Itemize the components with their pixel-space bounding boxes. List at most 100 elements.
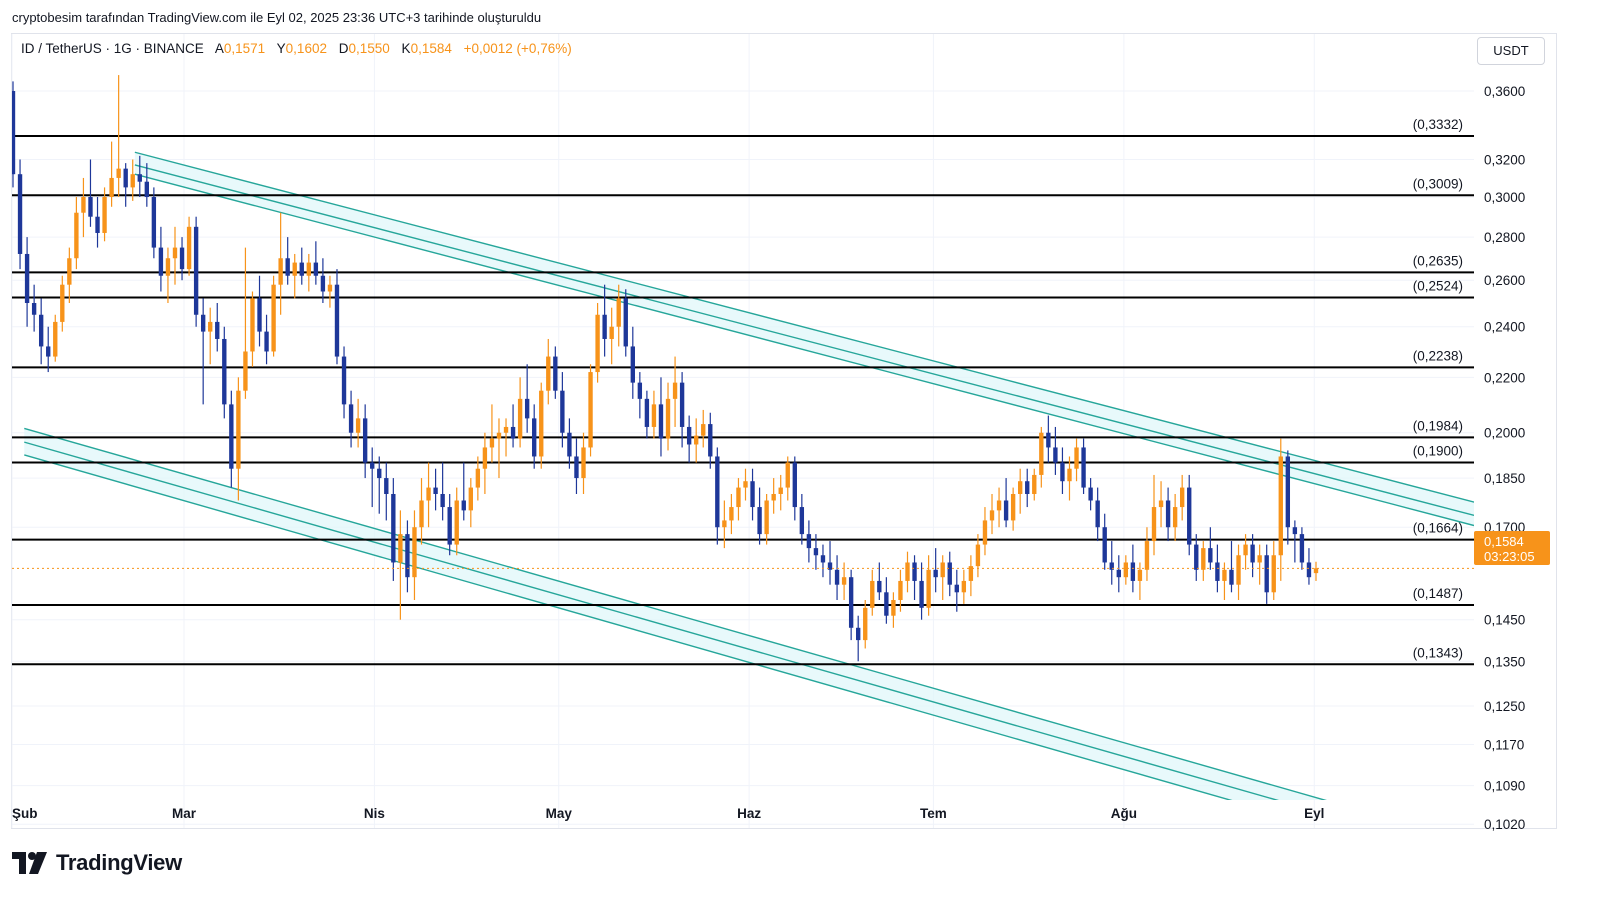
currency-button[interactable]: USDT (1477, 37, 1545, 65)
candle-body (257, 298, 262, 332)
candle-body (1257, 555, 1262, 563)
candle-body (975, 544, 981, 567)
candle-body (672, 382, 678, 399)
candle-body (722, 520, 727, 528)
candle-body (1208, 548, 1213, 563)
candle-body (947, 562, 952, 585)
candle-body (609, 326, 614, 339)
candle-body (1299, 534, 1305, 563)
candle-body (658, 404, 664, 439)
level-label: (0,3332) (1413, 117, 1463, 132)
y-tick-label: 0,1170 (1484, 737, 1524, 752)
candle-body (567, 432, 572, 457)
candle-body (785, 462, 790, 488)
level-label: (0,1487) (1413, 586, 1463, 601)
candle-body (806, 534, 812, 549)
candle-body (320, 275, 326, 292)
x-tick-label: Şub (12, 806, 38, 821)
price-tag-price: 0,1584 (1484, 534, 1524, 549)
candle-body (60, 284, 65, 322)
candle-body (574, 456, 579, 479)
candle-body (841, 577, 847, 585)
candle-body (560, 390, 565, 433)
candle-body (468, 487, 473, 511)
candle-body (377, 468, 382, 479)
price-tag-bg (1474, 531, 1550, 565)
candle-body (130, 174, 135, 188)
candle-body (799, 507, 805, 535)
x-tick-label: Haz (737, 806, 761, 821)
candle-body (517, 398, 523, 439)
candle-body (327, 284, 333, 292)
candle-body (968, 566, 974, 581)
y-tick-label: 0,3200 (1484, 152, 1525, 167)
candle-body (489, 438, 495, 448)
y-tick-label: 0,2600 (1484, 273, 1525, 288)
candle-body (123, 168, 128, 188)
candle-body (588, 372, 593, 448)
candle-body (524, 398, 530, 419)
tradingview-logo[interactable]: TradingView (12, 850, 182, 876)
channel-layer (24, 151, 1474, 800)
candle-body (1018, 481, 1023, 494)
price-tag-layer: 0,1584 03:23:05 (1474, 531, 1550, 565)
candle-body (384, 478, 389, 494)
level-label: (0,1900) (1413, 444, 1463, 459)
upper-channel-fill (134, 152, 1474, 526)
legend-close-value: 0,1584 (410, 41, 452, 56)
lower-channel-line (24, 454, 1233, 800)
candle-body (31, 303, 37, 315)
candle-body (496, 432, 502, 439)
candle-body (651, 404, 657, 427)
candle-body (67, 258, 72, 285)
candle-body (581, 447, 586, 479)
candle-body (461, 500, 466, 511)
candle-body (503, 426, 509, 433)
y-tick-label: 0,2800 (1484, 230, 1525, 245)
candle-body (271, 284, 276, 352)
candle-body (95, 216, 100, 233)
candle-body (264, 331, 269, 352)
candle-body (898, 580, 903, 600)
candle-body (391, 493, 396, 563)
candle-body (53, 321, 58, 357)
candle-body (200, 314, 206, 332)
candle-body (285, 258, 290, 276)
candle-body (405, 534, 410, 578)
candle-body (729, 507, 734, 521)
candle-body (771, 493, 776, 501)
candle-body (158, 247, 164, 276)
legend-high-label: Y (276, 41, 286, 56)
y-tick-label: 0,2000 (1484, 426, 1525, 441)
candle-body (919, 580, 924, 608)
candle-body (1278, 456, 1283, 556)
candle-body (1250, 544, 1255, 563)
x-tick-label: May (546, 806, 573, 821)
candle-body (334, 284, 340, 357)
candle-body (137, 174, 142, 182)
candle-body (1137, 569, 1143, 581)
candle-body (475, 468, 481, 488)
candle-body (834, 569, 840, 585)
candle-body (1095, 500, 1100, 528)
candle-body (912, 562, 917, 581)
candle-body (820, 555, 826, 563)
x-tick-label: Tem (920, 806, 947, 821)
lower-channel-line (24, 441, 1280, 800)
legend-symbol[interactable]: ID / TetherUS · 1G · BINANCE (21, 41, 204, 56)
candle-body (630, 346, 635, 383)
level-layer: (0,3332) (0,3009) (0,2635) (0,2524) (0,2238)… (12, 117, 1474, 666)
candle-body (905, 562, 910, 581)
y-tick-label: 0,1020 (1484, 817, 1525, 832)
upper-channel-line (134, 164, 1474, 517)
x-tick-label: Eyl (1304, 806, 1324, 821)
candle-body (1060, 462, 1065, 482)
candle-body (778, 487, 783, 494)
candle-body (546, 356, 551, 391)
level-label: (0,1984) (1413, 418, 1463, 433)
candle-body (1292, 527, 1298, 535)
legend-open-label: A (214, 41, 224, 56)
candle-body (715, 456, 720, 528)
candle-body (848, 577, 854, 628)
